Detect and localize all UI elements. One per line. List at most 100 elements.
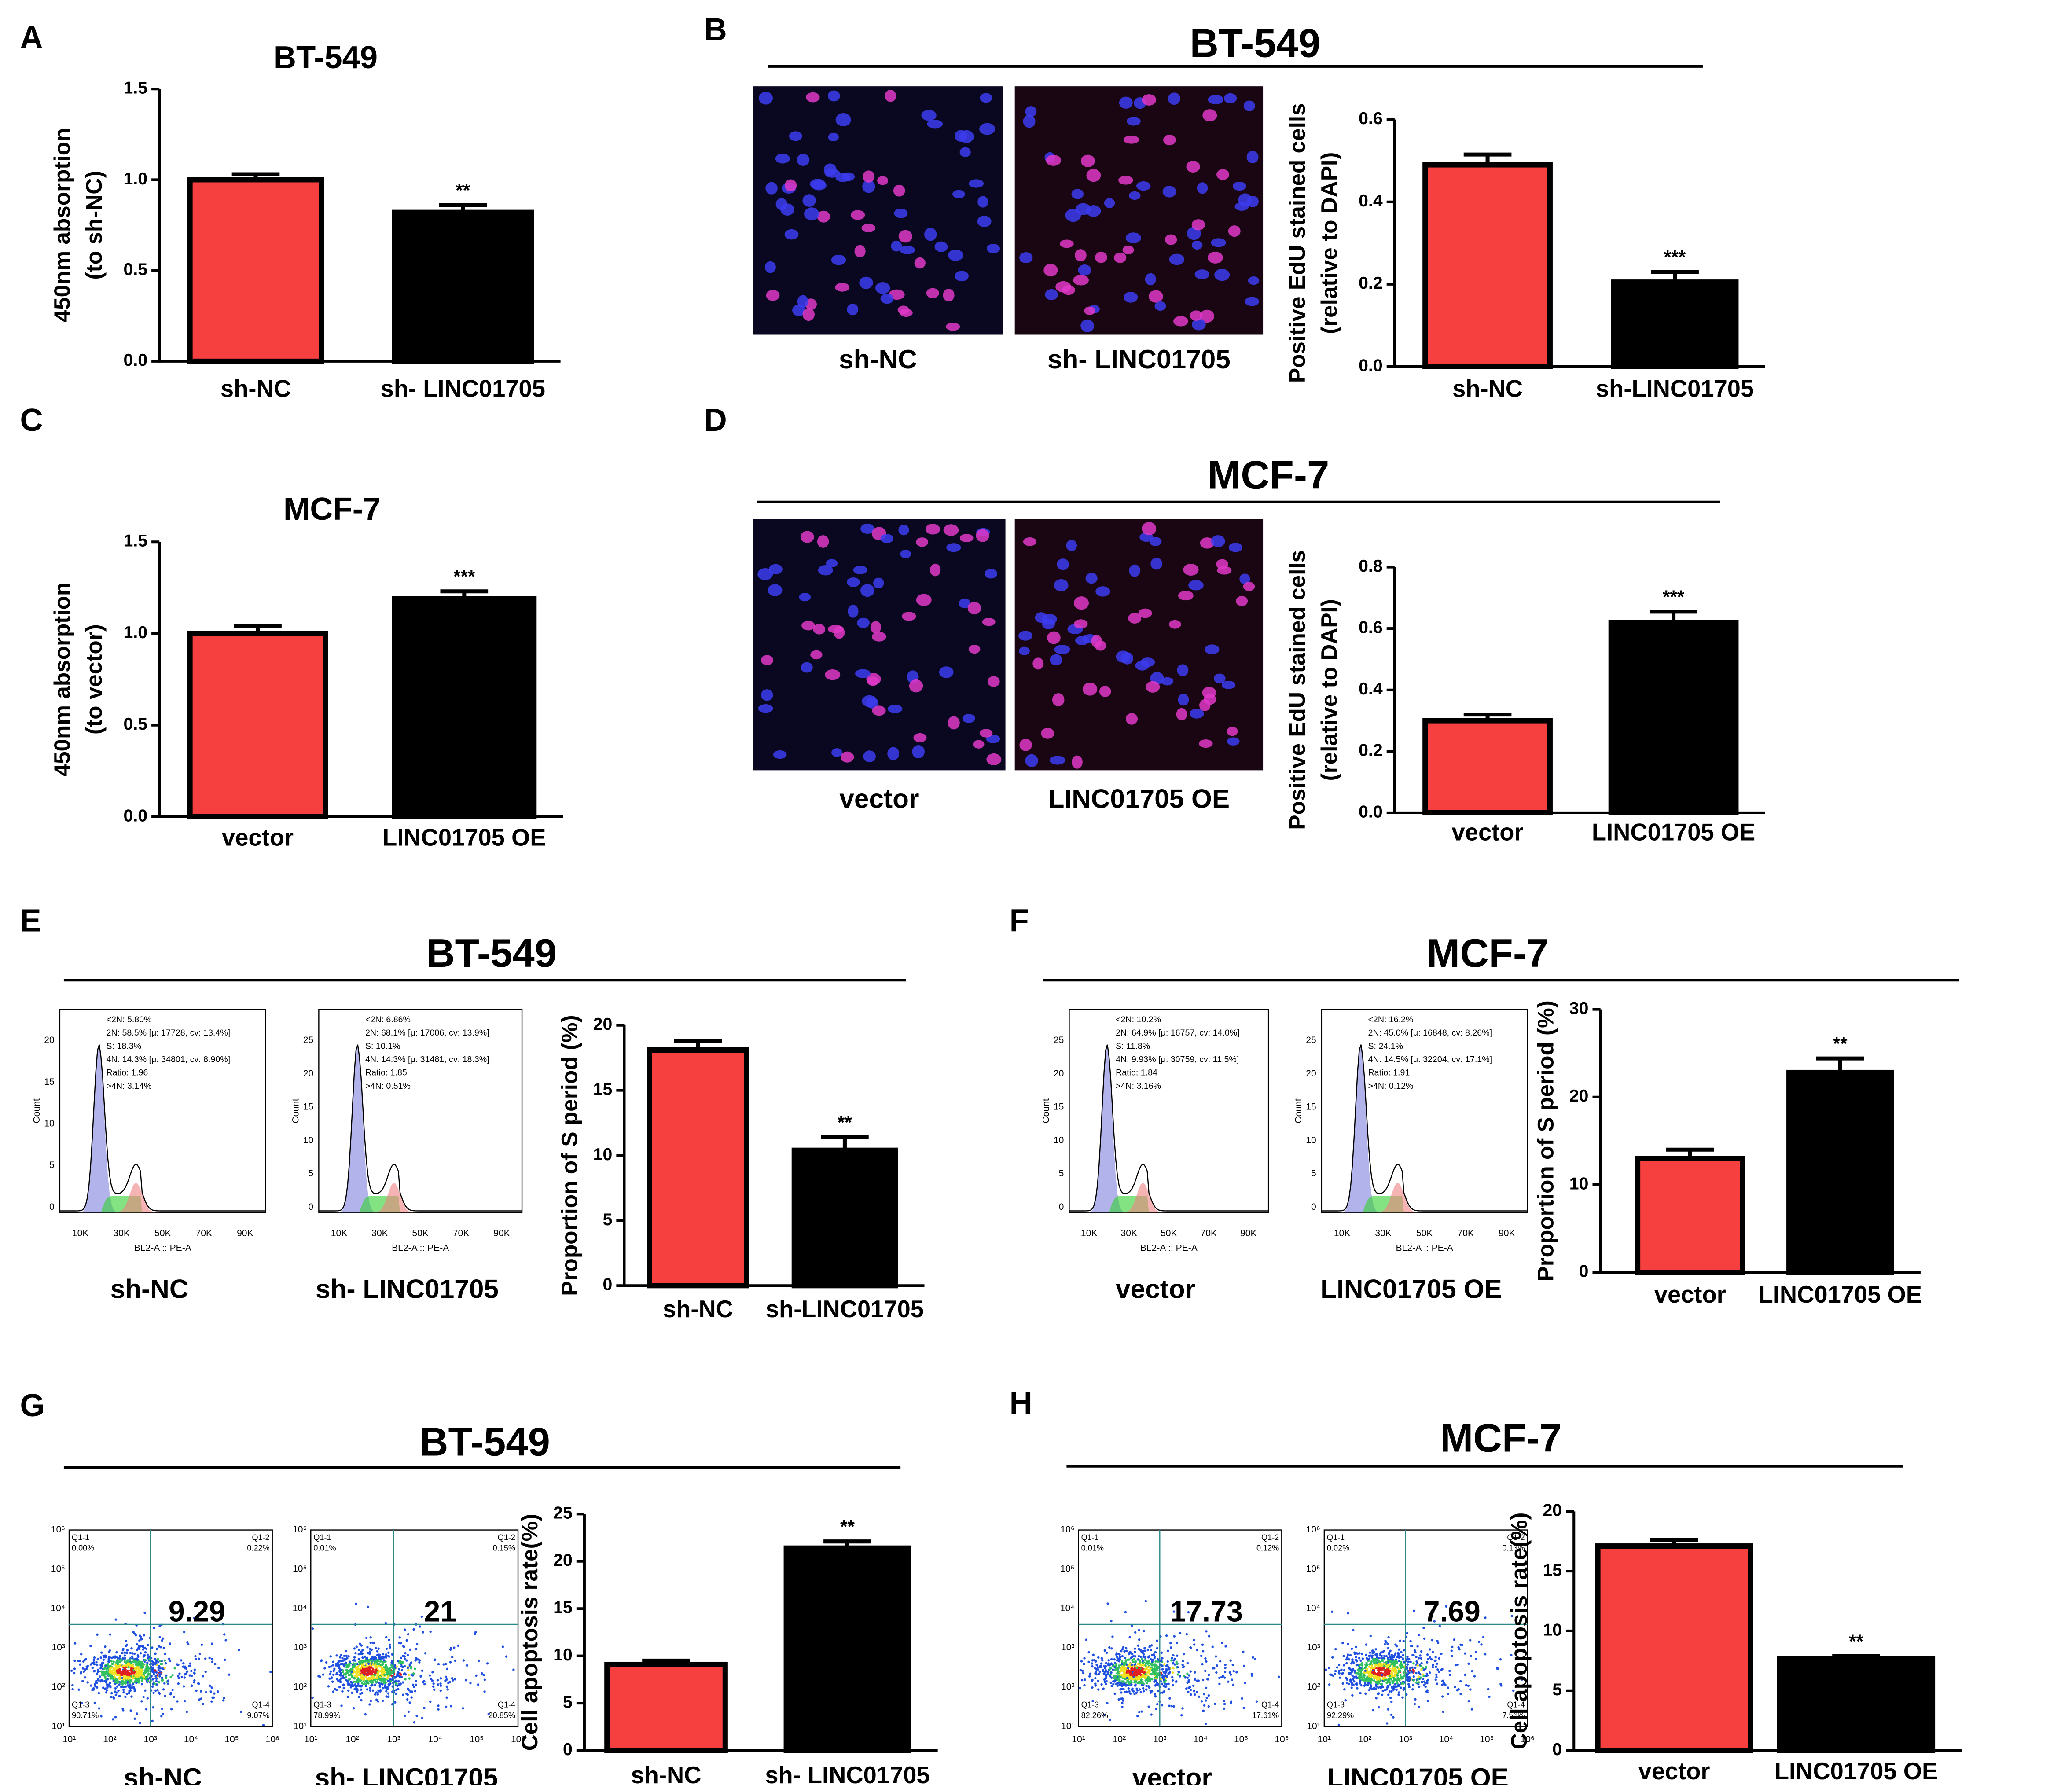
event-dot xyxy=(132,1631,135,1634)
event-dot xyxy=(394,1679,397,1682)
nucleus xyxy=(1066,540,1077,551)
event-dot xyxy=(1244,1682,1246,1684)
panel-letter: E xyxy=(20,903,41,939)
event-dot xyxy=(339,1660,342,1662)
image-label: LINC01705 OE xyxy=(1327,1763,1509,1785)
quadrant-value: 0.15% xyxy=(493,1544,515,1553)
event-dot xyxy=(140,1683,143,1686)
event-dot xyxy=(1438,1625,1441,1627)
event-dot xyxy=(1392,1658,1394,1661)
nucleus xyxy=(871,632,886,642)
event-dot xyxy=(437,1663,440,1666)
event-dot xyxy=(1420,1668,1423,1671)
scatter-x-tick: 10² xyxy=(1358,1734,1372,1745)
event-dot xyxy=(374,1684,377,1686)
event-dot xyxy=(222,1699,225,1702)
event-dot xyxy=(446,1667,448,1671)
event-dot xyxy=(108,1659,111,1662)
nucleus xyxy=(976,529,989,542)
event-dot xyxy=(433,1688,436,1691)
event-dot xyxy=(96,1658,99,1660)
event-dot xyxy=(154,1669,157,1672)
event-dot xyxy=(115,1661,118,1664)
event-dot xyxy=(353,1680,355,1683)
scatter-x-tick: 10⁵ xyxy=(1480,1734,1494,1745)
event-dot xyxy=(1242,1650,1245,1653)
event-dot xyxy=(1337,1723,1341,1726)
nucleus xyxy=(959,147,971,157)
event-dot xyxy=(183,1631,186,1634)
nucleus xyxy=(775,153,790,164)
image-label: sh-NC xyxy=(110,1274,189,1304)
event-dot xyxy=(1133,1681,1136,1684)
event-dot xyxy=(168,1657,171,1660)
event-dot xyxy=(1381,1690,1384,1692)
event-dot xyxy=(143,1676,145,1678)
event-dot xyxy=(1393,1665,1396,1667)
event-dot xyxy=(1105,1670,1107,1673)
event-dot xyxy=(350,1671,353,1674)
event-dot xyxy=(1417,1678,1419,1681)
event-dot xyxy=(158,1675,161,1678)
event-dot xyxy=(205,1691,207,1694)
event-dot xyxy=(129,1665,131,1668)
event-dot xyxy=(408,1677,411,1680)
nucleus xyxy=(831,748,842,757)
event-dot xyxy=(118,1674,121,1676)
nucleus xyxy=(872,705,886,716)
event-dot xyxy=(161,1677,164,1679)
event-dot xyxy=(387,1692,390,1695)
event-dot xyxy=(1149,1644,1151,1647)
event-dot xyxy=(360,1692,364,1694)
event-dot xyxy=(361,1656,364,1659)
y-tick-label: 0.6 xyxy=(1359,109,1383,128)
nucleus xyxy=(784,179,797,191)
event-dot xyxy=(445,1675,448,1678)
event-dot xyxy=(1103,1649,1106,1652)
nucleus xyxy=(1099,686,1111,697)
event-dot xyxy=(129,1709,132,1712)
event-dot xyxy=(1422,1669,1425,1671)
y-tick-label: 0.2 xyxy=(1359,741,1383,760)
event-dot xyxy=(95,1661,98,1664)
event-dot xyxy=(1391,1688,1394,1691)
hist-outline xyxy=(1321,1044,1528,1212)
nucleus xyxy=(1197,182,1208,194)
event-dot xyxy=(143,1612,146,1614)
event-dot xyxy=(1438,1657,1440,1660)
event-dot xyxy=(378,1682,381,1684)
event-dot xyxy=(1411,1671,1414,1674)
event-dot xyxy=(351,1674,353,1677)
event-dot xyxy=(136,1658,139,1661)
event-dot xyxy=(386,1672,389,1675)
event-dot xyxy=(143,1659,147,1661)
y-tick-label: 0.4 xyxy=(1359,191,1383,210)
event-dot xyxy=(133,1717,136,1720)
event-dot xyxy=(1197,1679,1200,1682)
event-dot xyxy=(1351,1683,1353,1686)
event-dot xyxy=(1146,1671,1149,1674)
nucleus xyxy=(1129,564,1141,577)
event-dot xyxy=(1371,1652,1374,1654)
event-dot xyxy=(381,1661,384,1664)
event-dot xyxy=(449,1661,452,1664)
nucleus xyxy=(1071,189,1084,199)
event-dot xyxy=(97,1692,100,1695)
nucleus xyxy=(847,577,860,587)
event-dot xyxy=(161,1679,163,1682)
event-dot xyxy=(1359,1670,1362,1673)
event-dot xyxy=(355,1678,358,1682)
event-dot xyxy=(152,1683,154,1686)
event-dot xyxy=(1223,1700,1226,1702)
event-dot xyxy=(125,1652,128,1655)
event-dot xyxy=(1394,1683,1397,1686)
event-dot xyxy=(397,1688,400,1690)
event-dot xyxy=(452,1679,454,1682)
event-dot xyxy=(100,1664,103,1667)
event-dot xyxy=(1413,1609,1415,1612)
event-dot xyxy=(198,1698,201,1701)
apoptosis-rate: 21 xyxy=(424,1595,456,1628)
event-dot xyxy=(346,1657,349,1660)
nucleus xyxy=(967,602,981,615)
event-dot xyxy=(1134,1663,1137,1666)
